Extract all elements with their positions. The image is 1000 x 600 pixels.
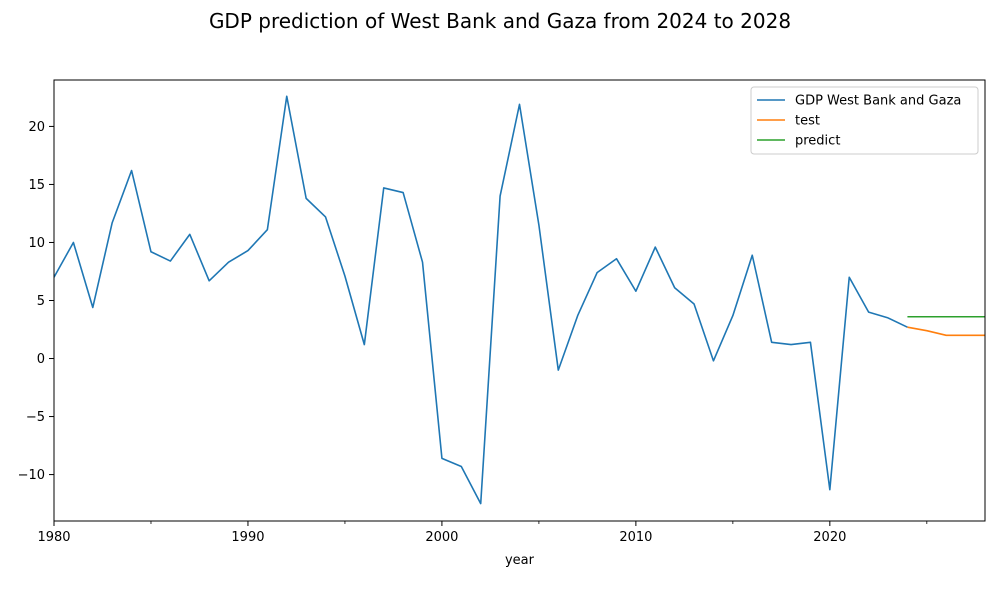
y-tick-label: 20 (28, 120, 45, 135)
y-tick-label: 5 (37, 294, 45, 309)
x-tick-label: 2010 (619, 530, 652, 545)
axis-ticks: 1980 1990 2000 2010 2020 −10 −5 0 5 10 15 20 (18, 120, 928, 545)
x-axis-label: year (505, 553, 535, 568)
y-tick-label: 10 (28, 236, 45, 251)
x-tick-label: 1980 (37, 530, 70, 545)
legend-label-2: predict (795, 134, 840, 149)
y-tick-label: −5 (26, 410, 45, 425)
y-tick-label: 0 (37, 352, 45, 367)
series-line-1 (907, 326, 985, 337)
plot-area (54, 95, 985, 505)
legend-label-1: test (795, 114, 820, 129)
series-line-0 (54, 95, 908, 505)
chart-title: GDP prediction of West Bank and Gaza fro… (209, 9, 791, 33)
legend-box (750, 86, 979, 155)
x-tick-label: 1990 (231, 530, 264, 545)
legend-label-0: GDP West Bank and Gaza (795, 94, 961, 109)
legend: GDP West Bank and Gaza test predict (750, 86, 979, 155)
x-tick-label: 2020 (813, 530, 846, 545)
y-tick-label: −10 (18, 468, 45, 483)
y-tick-label: 15 (28, 178, 45, 193)
x-tick-label: 2000 (425, 530, 458, 545)
